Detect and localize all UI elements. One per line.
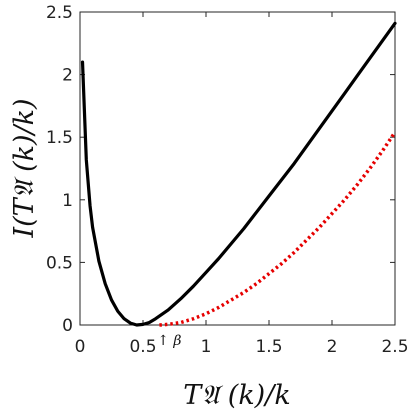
- y-axis-label: I(T𝔄 (k)/k): [9, 98, 40, 238]
- solid-series-line: [80, 21, 397, 327]
- x-tick-label: 1: [201, 337, 212, 357]
- y-tick-label: 1: [62, 191, 73, 211]
- x-tick-label: 2.5: [381, 337, 408, 357]
- y-tick-label: 1.5: [46, 128, 73, 148]
- x-tick-label: 2: [327, 337, 338, 357]
- x-axis-label: T𝔄 (k)/k: [183, 380, 290, 411]
- y-tick-label: 0: [62, 316, 73, 336]
- y-tick-label: 2.5: [46, 3, 73, 23]
- x-tick-label: 1.5: [255, 337, 282, 357]
- beta-annotation: ↑ β: [157, 333, 181, 349]
- x-tick-label: 0.5: [129, 337, 156, 357]
- dotted-series-line: [159, 131, 397, 327]
- x-tick-label: 0: [75, 337, 86, 357]
- plot-frame: [79, 11, 396, 326]
- y-tick-label: 2: [62, 66, 73, 86]
- y-tick-label: 0.5: [46, 253, 73, 273]
